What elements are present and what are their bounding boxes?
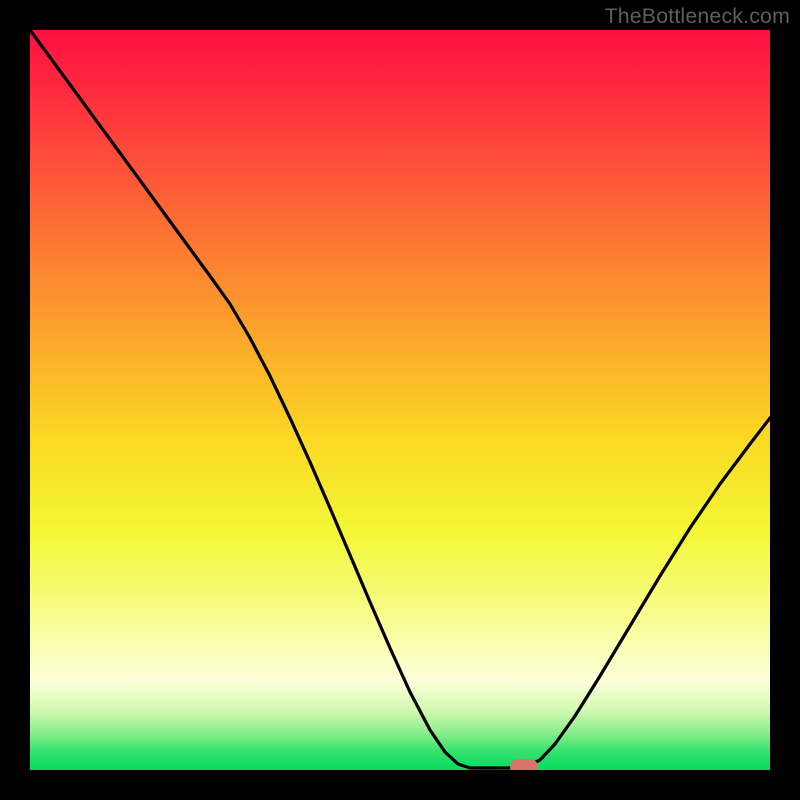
optimal-point-marker: [510, 759, 538, 770]
chart-frame: TheBottleneck.com: [0, 0, 800, 800]
watermark-text: TheBottleneck.com: [605, 4, 790, 29]
plot-area: [30, 30, 770, 770]
bottleneck-curve: [30, 30, 770, 770]
